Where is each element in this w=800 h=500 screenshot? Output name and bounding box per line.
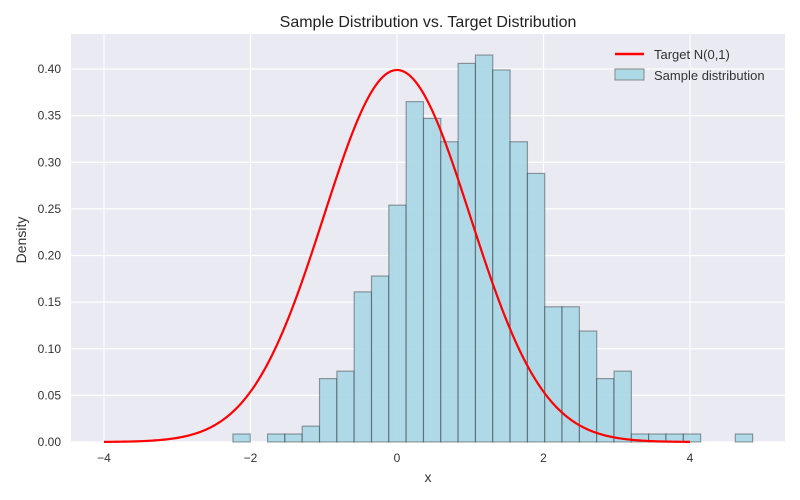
histogram-bar <box>734 433 754 443</box>
histogram-bar <box>336 370 355 443</box>
histogram-bar <box>388 204 407 443</box>
histogram-bar <box>578 330 598 443</box>
histogram-bar <box>284 433 303 443</box>
legend-patch-swatch <box>614 68 645 81</box>
y-tick-label: 0.35 <box>38 109 62 123</box>
histogram-bar <box>682 433 702 443</box>
histogram-bar <box>440 141 459 443</box>
histogram-bar <box>561 306 580 443</box>
histogram-bar <box>457 62 477 443</box>
histogram-bar <box>596 377 615 443</box>
legend-label-target: Target N(0,1) <box>654 47 730 62</box>
histogram-bar <box>301 425 321 443</box>
histogram-bar <box>353 291 373 443</box>
y-axis-label: Density <box>13 217 29 264</box>
target-normal-curve <box>103 68 691 443</box>
histogram-bar <box>613 370 632 443</box>
histogram-bar <box>318 377 338 443</box>
histogram-bar <box>544 306 563 443</box>
x-tick-label: −4 <box>97 451 111 465</box>
y-tick-label: 0.20 <box>38 249 62 263</box>
histogram-bar <box>370 275 390 443</box>
histogram-bars <box>232 54 754 443</box>
y-tick-label: 0.05 <box>38 388 62 402</box>
y-axis-ticks: 0.00 0.05 0.10 0.15 0.20 0.25 0.30 0.35 0.40 <box>38 62 62 449</box>
x-axis-ticks: −4 −2 0 2 4 <box>97 451 694 465</box>
chart-title: Sample Distribution vs. Target Distribut… <box>280 14 577 31</box>
legend-label-sample: Sample distribution <box>654 68 765 83</box>
histogram-bar <box>266 433 286 443</box>
y-tick-label: 0.10 <box>38 342 62 356</box>
x-tick-label: −2 <box>244 451 258 465</box>
histogram-bar <box>474 54 494 443</box>
x-tick-label: 2 <box>540 451 547 465</box>
y-tick-label: 0.40 <box>38 62 62 76</box>
histogram-bar <box>405 101 425 443</box>
y-tick-label: 0.30 <box>38 155 62 169</box>
histogram-bar <box>526 172 546 443</box>
y-tick-label: 0.00 <box>38 435 62 449</box>
histogram-bar <box>422 117 442 443</box>
y-tick-label: 0.25 <box>38 202 62 216</box>
histogram-bar <box>232 433 251 443</box>
histogram-bar <box>492 69 511 443</box>
y-tick-label: 0.15 <box>38 295 62 309</box>
x-tick-label: 0 <box>394 451 401 465</box>
x-tick-label: 4 <box>687 451 694 465</box>
histogram-bar <box>509 141 529 443</box>
x-axis-label: x <box>425 469 432 485</box>
legend: Target N(0,1) Sample distribution <box>614 47 765 83</box>
